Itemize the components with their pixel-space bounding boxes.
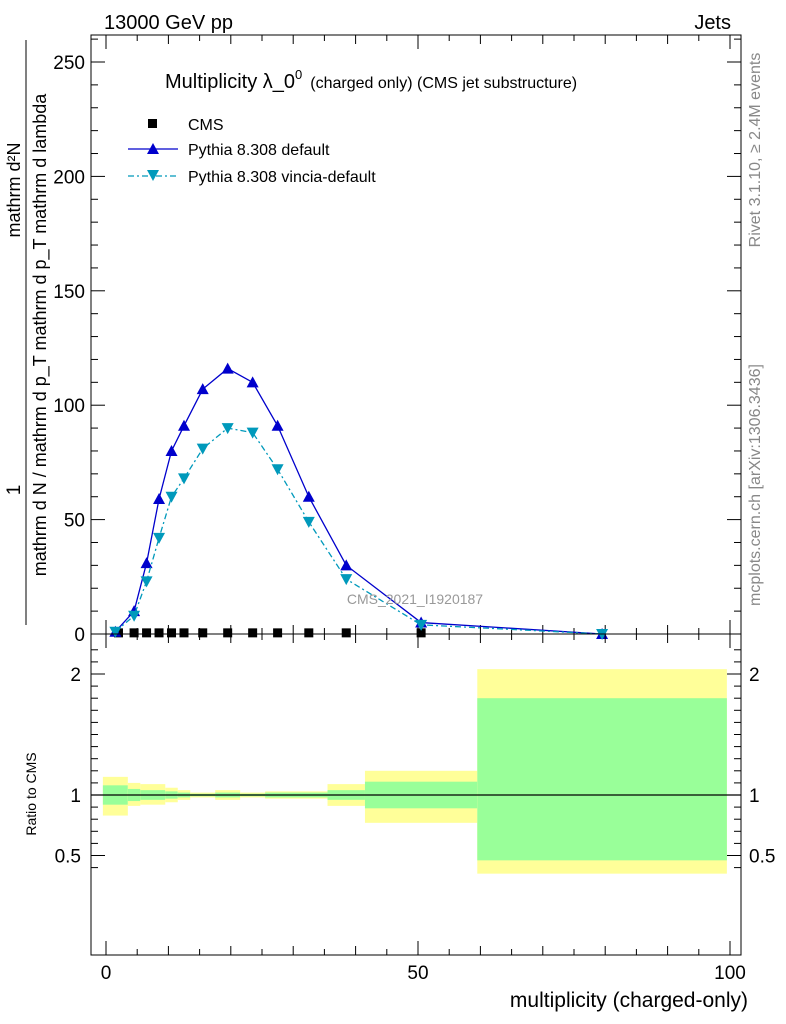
main-ytick-label: 0	[74, 625, 85, 646]
default-point	[221, 362, 234, 374]
default-point	[165, 444, 178, 456]
legend-label-default: Pythia 8.308 default	[188, 142, 330, 159]
ratio-ytick-label-right: 0.5	[749, 847, 775, 868]
ratio-panel: 0.5 0.5 1 1 2 2 0 50 100 Ratio to CMS multiplici…	[23, 633, 775, 1012]
cms-point	[223, 628, 233, 638]
main-ytick-label: 200	[53, 167, 85, 188]
default-point	[340, 559, 353, 571]
cms-point	[129, 628, 139, 638]
x-tick-label: 0	[101, 963, 112, 984]
main-ytick-label: 50	[64, 511, 85, 532]
ylabel-numerator: mathrm d²N	[4, 142, 24, 237]
vincia-point	[140, 576, 153, 588]
cms-point	[416, 628, 426, 638]
default-point	[140, 557, 153, 569]
ylabel-denominator: mathrm d N / mathrm d p_T mathrm d p_T m…	[30, 93, 51, 576]
legend-marker-default	[147, 143, 159, 154]
cms-point	[142, 628, 152, 638]
cms-point	[167, 628, 177, 638]
ratio-ytick-label-right: 2	[749, 665, 760, 686]
cms-point	[179, 628, 189, 638]
x-tick-label: 50	[407, 963, 428, 984]
rivet-label: Rivet 3.1.10, ≥ 2.4M events	[747, 53, 764, 248]
default-point	[153, 493, 166, 505]
default-point	[271, 419, 284, 431]
watermark: CMS_2021_I1920187	[347, 591, 483, 607]
default-point	[196, 383, 209, 395]
vincia-point	[221, 423, 234, 435]
vincia-point	[165, 491, 178, 503]
ylabel-numerator-one: 1	[4, 485, 25, 496]
ratio-ytick-label: 2	[70, 665, 81, 686]
default-point	[246, 376, 259, 388]
vincia-point	[340, 574, 353, 586]
header-right: Jets	[694, 12, 731, 34]
default-point	[302, 490, 315, 502]
cms-point	[341, 628, 351, 638]
main-ytick-label: 100	[53, 396, 85, 417]
main-title: Multiplicity λ_00 (charged only) (CMS jet…	[165, 67, 577, 93]
ratio-ytick-label-right: 1	[749, 786, 760, 807]
x-axis-label: multiplicity (charged-only)	[510, 989, 748, 1012]
legend-label-cms: CMS	[188, 117, 224, 134]
legend: CMS Pythia 8.308 default Pythia 8.308 vi…	[128, 117, 376, 186]
legend-marker-vincia	[147, 170, 159, 181]
main-ylabel: 1 mathrm d²N mathrm d N / mathrm d p_T m…	[4, 40, 51, 625]
ratio-ticks: 0.5 0.5 1 1 2 2 0 50 100	[55, 634, 775, 984]
x-tick-label: 100	[714, 963, 746, 984]
vincia-point	[178, 473, 190, 485]
ratio-frame	[90, 633, 742, 956]
legend-marker-cms	[148, 119, 157, 128]
legend-label-vincia: Pythia 8.308 vincia-default	[188, 169, 376, 186]
ratio-ylabel: Ratio to CMS	[23, 752, 39, 835]
main-title-rest: (charged only) (CMS jet substructure)	[310, 75, 577, 92]
main-title-sup: 0	[295, 67, 302, 82]
main-ytick-label: 150	[53, 282, 85, 303]
series-line-default	[114, 367, 603, 635]
vincia-point	[109, 626, 122, 638]
cms-point	[248, 628, 258, 638]
cms-point	[198, 628, 208, 638]
vincia-point	[271, 464, 284, 476]
vincia-point	[196, 443, 209, 455]
default-point	[178, 419, 190, 431]
cms-point	[304, 628, 314, 638]
cms-point	[154, 628, 164, 638]
vincia-point	[246, 427, 259, 439]
main-ticks: 0 50 100 150 200 250	[53, 35, 741, 646]
vincia-point	[128, 610, 141, 622]
cms-point	[273, 628, 283, 638]
main-title-text: Multiplicity λ_0	[165, 71, 295, 93]
header-left: 13000 GeV pp	[104, 12, 233, 34]
vincia-point	[415, 619, 428, 631]
ratio-bands	[91, 669, 741, 874]
mcplots-label: mcplots.cern.ch [arXiv:1306.3436]	[747, 364, 764, 606]
ratio-ytick-label: 1	[70, 786, 81, 807]
main-panel: 0 50 100 150 200 250 CMS_2021_I1920187 Multip…	[4, 34, 742, 646]
vincia-point	[302, 516, 315, 528]
vincia-point	[153, 532, 166, 544]
main-ytick-label: 250	[53, 53, 85, 74]
ratio-band-inner	[477, 698, 727, 861]
ratio-ytick-label: 0.5	[55, 847, 81, 868]
